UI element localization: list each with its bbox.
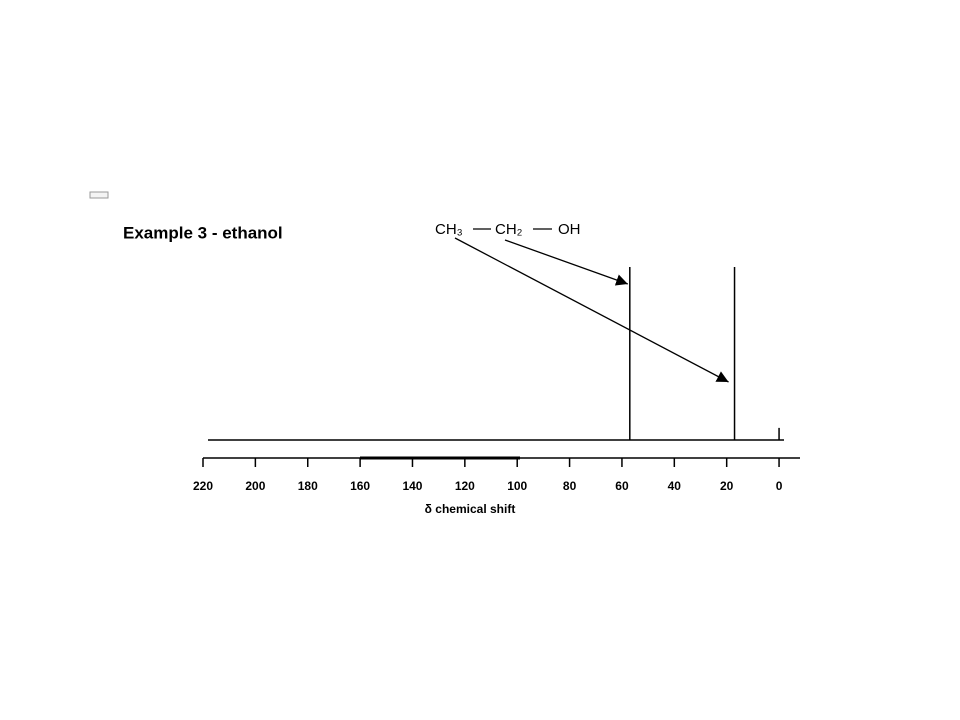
x-tick-label: 180	[298, 479, 318, 493]
x-tick-label: 80	[563, 479, 577, 493]
x-axis-label: δ chemical shift	[425, 502, 516, 516]
icon	[89, 191, 109, 199]
chart-title: Example 3 - ethanol	[123, 223, 283, 242]
x-tick-label: 140	[402, 479, 422, 493]
x-tick-label: 120	[455, 479, 475, 493]
arrow	[504, 239, 629, 286]
x-tick-label: 20	[720, 479, 734, 493]
x-tick-label: 160	[350, 479, 370, 493]
x-tick-label: 60	[615, 479, 629, 493]
molecule-group: CH₂	[495, 221, 523, 238]
x-tick-label: 220	[193, 479, 213, 493]
molecule-group: OH	[558, 221, 581, 238]
arrow	[454, 237, 729, 383]
x-tick-label: 100	[507, 479, 527, 493]
molecule-group: CH₃	[435, 221, 463, 238]
x-tick-label: 200	[245, 479, 265, 493]
x-tick-label: 0	[776, 479, 783, 493]
x-tick-label: 40	[668, 479, 682, 493]
